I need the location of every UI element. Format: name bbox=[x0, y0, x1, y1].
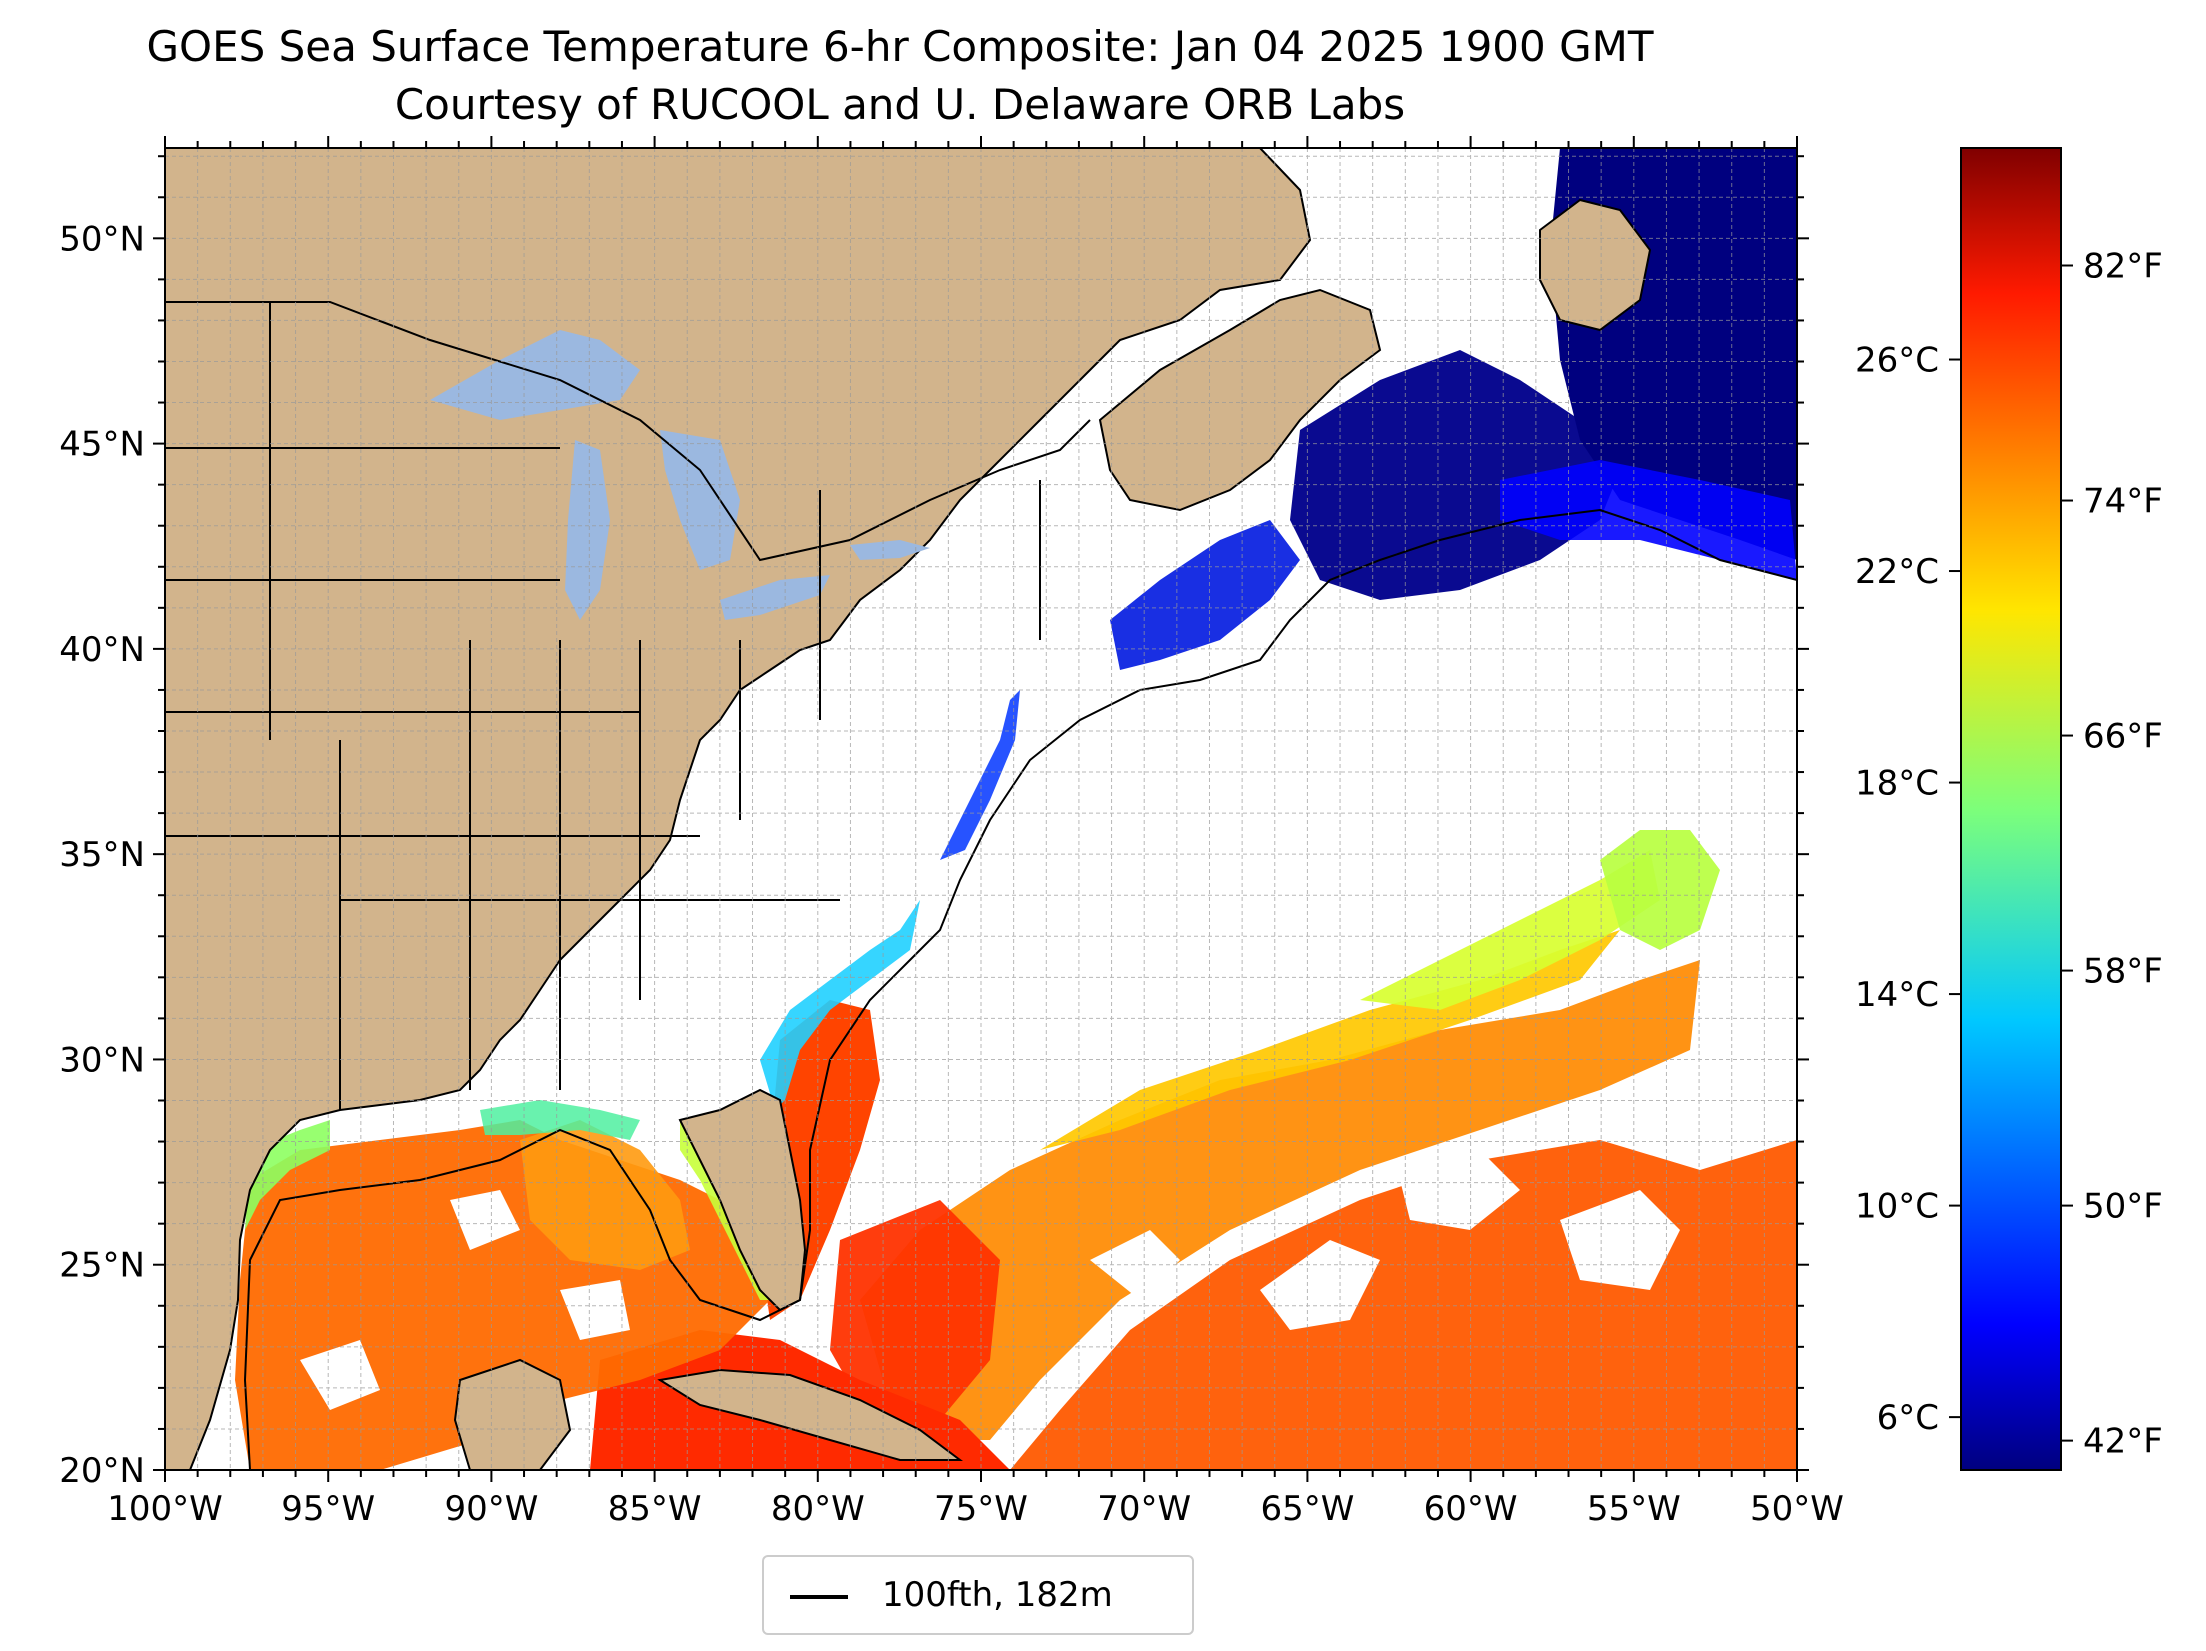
lat-tick-label: 40°N bbox=[59, 630, 145, 670]
colorbar-celsius-label: 10°C bbox=[1855, 1187, 1939, 1227]
cloud-gap bbox=[560, 1280, 630, 1340]
cloud-gap bbox=[450, 1190, 520, 1250]
colorbar-fahrenheit-label: 58°F bbox=[2083, 952, 2163, 992]
colorbar-celsius-label: 22°C bbox=[1855, 552, 1939, 592]
map-title: GOES Sea Surface Temperature 6-hr Compos… bbox=[146, 22, 1654, 71]
lon-tick-label: 50°W bbox=[1750, 1489, 1844, 1529]
sst-gulf-central-orange bbox=[520, 1120, 690, 1270]
axis-ticks: 100°W 95°W 90°W 85°W 80°W 75°W 70°W 65°W 60°W 55°… bbox=[59, 136, 1844, 1529]
colorbar-celsius-label: 26°C bbox=[1855, 341, 1939, 381]
colorbar-celsius-label: 6°C bbox=[1877, 1398, 1939, 1438]
sst-gulf-shelf-cool bbox=[480, 1100, 640, 1140]
lat-tick-label: 35°N bbox=[59, 835, 145, 875]
lon-tick-label: 75°W bbox=[934, 1489, 1028, 1529]
legend-line-swatch bbox=[790, 1595, 848, 1599]
sst-atlantic-green-patch bbox=[1600, 830, 1720, 950]
land-cuba bbox=[657, 1368, 963, 1461]
lake-superior bbox=[430, 330, 640, 420]
sst-bahamas-warm bbox=[830, 1200, 1000, 1420]
sst-mid-atlantic-blue bbox=[940, 690, 1020, 860]
lat-tick-label: 50°N bbox=[59, 219, 145, 259]
land-newfoundland bbox=[1539, 198, 1652, 332]
land-florida bbox=[678, 1088, 807, 1312]
colorbar-frame bbox=[1960, 147, 2062, 1471]
sst-nova-scotia-navy bbox=[1290, 350, 1620, 600]
graticule bbox=[165, 148, 1797, 1470]
cloud-gap bbox=[300, 1340, 380, 1410]
colorbar-fahrenheit-label: 66°F bbox=[2083, 717, 2163, 757]
cloud-gap bbox=[1260, 1240, 1380, 1330]
us-canada-border bbox=[165, 301, 1091, 562]
legend-label: 100fth, 182m bbox=[882, 1575, 1113, 1615]
map-subtitle: Courtesy of RUCOOL and U. Delaware ORB L… bbox=[394, 80, 1406, 129]
legend: 100fth, 182m bbox=[762, 1555, 1194, 1635]
sst-new-england-blue bbox=[1110, 520, 1300, 670]
land-yucatan bbox=[453, 1358, 572, 1470]
lake-ontario bbox=[850, 540, 930, 560]
colorbar-fahrenheit-label: 74°F bbox=[2083, 482, 2163, 522]
colorbar-gradient bbox=[1961, 148, 2061, 1470]
colorbar-celsius-label: 18°C bbox=[1855, 764, 1939, 804]
political-borders bbox=[165, 301, 1091, 1110]
lon-tick-label: 95°W bbox=[281, 1489, 375, 1529]
lon-tick-label: 55°W bbox=[1587, 1489, 1681, 1529]
sst-atlantic-lime-band bbox=[1360, 850, 1660, 1010]
lat-tick-label: 25°N bbox=[59, 1246, 145, 1286]
cloud-gap bbox=[1400, 1150, 1520, 1230]
lon-tick-label: 100°W bbox=[107, 1489, 223, 1529]
colorbar-celsius-label: 14°C bbox=[1855, 975, 1939, 1015]
colorbar-fahrenheit-label: 42°F bbox=[2083, 1422, 2163, 1462]
sst-atlantic-orange-band bbox=[860, 960, 1700, 1440]
isobath-100fth bbox=[243, 508, 1797, 1470]
lon-tick-label: 85°W bbox=[608, 1489, 702, 1529]
colorbar-fahrenheit-label: 82°F bbox=[2083, 247, 2163, 287]
lat-tick-label: 20°N bbox=[59, 1451, 145, 1491]
lake-erie bbox=[720, 575, 830, 620]
lat-tick-label: 30°N bbox=[59, 1040, 145, 1080]
sst-se-shelf-cyan bbox=[760, 900, 920, 1110]
colorbar: 6°C 10°C 14°C 18°C 22°C 26°C 42°F 50°F 58°F 66°F 7… bbox=[1855, 147, 2163, 1471]
colorbar-ticks: 6°C 10°C 14°C 18°C 22°C 26°C 42°F 50°F 58°F 66°F 7… bbox=[1855, 247, 2163, 1462]
lon-tick-label: 80°W bbox=[771, 1489, 865, 1529]
lat-tick-label: 45°N bbox=[59, 425, 145, 465]
sst-scotian-blue bbox=[1500, 460, 1797, 580]
lon-tick-label: 60°W bbox=[1424, 1489, 1518, 1529]
land-north-america bbox=[165, 148, 1312, 1470]
lake-michigan bbox=[565, 440, 610, 620]
colorbar-fahrenheit-label: 50°F bbox=[2083, 1187, 2163, 1227]
lon-tick-label: 70°W bbox=[1097, 1489, 1191, 1529]
lon-tick-label: 65°W bbox=[1260, 1489, 1354, 1529]
lon-tick-label: 90°W bbox=[444, 1489, 538, 1529]
